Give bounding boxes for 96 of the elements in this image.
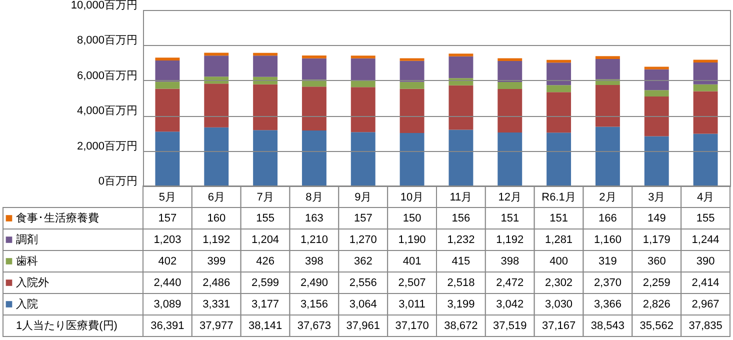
y-tick-label: 8,000百万円 [76, 34, 138, 47]
data-label: 2,414 [692, 276, 720, 289]
text: 35,562 [640, 320, 674, 332]
data-label: 1,204 [252, 234, 280, 246]
data-label: 3,089 [154, 298, 182, 310]
data-label: 155 [696, 212, 715, 224]
data-label: 400 [550, 255, 568, 268]
data-label: 3,042 [496, 298, 524, 310]
x-tick-label: 6月 [208, 191, 225, 204]
data-label: 398 [305, 255, 324, 268]
legend-label: 歯科 [16, 254, 38, 268]
data-label: 1,203 [154, 234, 182, 246]
x-tick-label: 12月 [498, 191, 522, 204]
data-label: 3,177 [252, 298, 280, 310]
y-tick-label: 6,000百万円 [76, 70, 138, 82]
y-tick-label: 0百万円 [98, 176, 138, 188]
data-label: 3,030 [545, 298, 573, 310]
data-label: 151 [500, 212, 520, 224]
data-label: 1,210 [300, 234, 328, 246]
data-label: 2,490 [300, 276, 328, 289]
data-label: 1,281 [545, 234, 573, 246]
data-label: 1,270 [349, 234, 377, 246]
x-tick-label: 9月 [354, 191, 372, 204]
data-label: 2,440 [154, 276, 182, 289]
data-label: 2,518 [447, 276, 475, 289]
data-label: 362 [354, 255, 372, 268]
data-label: 2,302 [545, 276, 573, 289]
data-label: 166 [598, 212, 617, 224]
data-label: 3,331 [202, 298, 230, 310]
data-label: 2,472 [496, 276, 524, 289]
data-label: 157 [354, 212, 372, 224]
data-label: 151 [550, 212, 568, 224]
x-tick-label: 11月 [450, 191, 472, 204]
x-tick-label: 5月 [158, 191, 176, 204]
data-label: 149 [647, 212, 666, 224]
data-label: 1,192 [496, 234, 524, 246]
data-label: 1,160 [594, 234, 622, 246]
data-label: 1,244 [692, 234, 720, 246]
data-label: 156 [452, 212, 470, 224]
data-label: 3,064 [349, 298, 377, 310]
y-tick-label: 10,000百万円 [70, 0, 138, 12]
y-tick-label: 2,000百万円 [76, 140, 138, 152]
data-label: 3,366 [594, 298, 622, 310]
data-label: 426 [256, 255, 274, 268]
data-label: 1,232 [447, 234, 475, 246]
text: 37,835 [688, 320, 722, 332]
data-label: 155 [256, 212, 274, 224]
y-tick-label: 4,000百万円 [76, 105, 138, 118]
x-tick-label: 2月 [599, 191, 616, 204]
data-label: 3,199 [447, 298, 475, 310]
data-label: 2,486 [202, 276, 230, 289]
text: 37,170 [395, 320, 429, 332]
data-label: 319 [598, 255, 617, 268]
data-label: 1,190 [398, 234, 426, 246]
legend-label: 食事･生活療養費 [16, 211, 99, 224]
text: 37,673 [297, 320, 332, 332]
data-label: 2,826 [642, 298, 670, 310]
data-label: 163 [305, 212, 324, 224]
legend-label: 入院 [16, 297, 38, 310]
data-label: 150 [402, 212, 422, 224]
data-label: 402 [158, 255, 177, 268]
x-tick-label: 4月 [696, 191, 714, 204]
data-label: 3,011 [398, 298, 426, 310]
text: 37,977 [200, 320, 234, 332]
text: 38,141 [248, 320, 282, 332]
data-label: 160 [207, 212, 226, 224]
data-label: 2,259 [642, 276, 670, 289]
text: 37,167 [542, 320, 576, 332]
x-tick-label: 8月 [306, 191, 323, 204]
text: 1人当たり医療費(円) [16, 318, 118, 332]
data-label: 157 [158, 212, 177, 224]
data-label: 2,599 [252, 276, 280, 289]
x-tick-label: R6.1月 [542, 191, 576, 204]
data-label: 399 [207, 255, 226, 268]
text: 36,391 [150, 320, 184, 332]
legend-label: 調剤 [16, 232, 38, 246]
text: 37,519 [493, 320, 527, 332]
data-label: 415 [452, 255, 470, 268]
text: 38,672 [444, 320, 478, 332]
data-label: 2,556 [349, 276, 377, 289]
data-label: 2,507 [398, 276, 426, 289]
data-label: 2,967 [692, 298, 720, 310]
data-label: 390 [696, 255, 715, 268]
data-label: 2,370 [594, 276, 622, 289]
data-label: 3,156 [300, 298, 328, 310]
x-tick-label: 3月 [648, 191, 666, 204]
x-tick-label: 10月 [400, 191, 424, 204]
data-label: 360 [647, 255, 666, 268]
x-tick-label: 7月 [256, 191, 274, 204]
data-label: 1,179 [642, 234, 670, 246]
legend-label: 入院外 [16, 276, 49, 289]
data-label: 398 [500, 255, 520, 268]
text: 38,543 [590, 320, 625, 332]
data-label: 401 [402, 255, 422, 268]
data-label: 1,192 [202, 234, 230, 246]
text: 37,961 [346, 320, 380, 332]
